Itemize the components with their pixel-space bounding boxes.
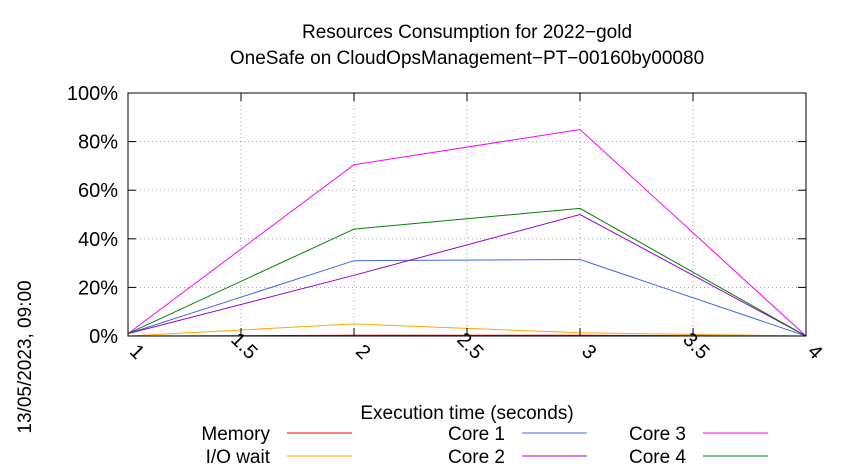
- x-tick-label: 2: [351, 340, 374, 363]
- series-line-core-1: [127, 258, 807, 337]
- timestamp-label: 13/05/2023, 09:00: [15, 280, 36, 433]
- chart-title: Resources Consumption for 2022−gold: [302, 22, 632, 43]
- legend-label-core-1: Core 1: [448, 424, 505, 445]
- y-tick-label: 60%: [78, 180, 118, 202]
- x-tick-label: 3: [577, 340, 600, 363]
- y-tick-label: 100%: [67, 83, 118, 105]
- legend-label-i-o-wait: I/O wait: [206, 447, 271, 468]
- x-tick-label: 2.5: [452, 329, 487, 364]
- x-tick-label: 1: [125, 340, 148, 363]
- y-tick-label: 20%: [78, 277, 118, 299]
- legend-label-core-4: Core 4: [629, 447, 686, 468]
- series-line-core-4: [127, 207, 807, 337]
- x-tick-label: 1.5: [226, 329, 261, 364]
- x-axis-label: Execution time (seconds): [360, 403, 573, 424]
- y-tick-label: 0%: [89, 326, 118, 348]
- series-line-core-2: [127, 213, 807, 337]
- y-tick-label: 80%: [78, 132, 118, 154]
- y-tick-label: 40%: [78, 229, 118, 251]
- legend-label-memory: Memory: [201, 424, 270, 445]
- chart-subtitle: OneSafe on CloudOpsManagement−PT−00160by…: [230, 48, 704, 69]
- tick-layer: 0%20%40%60%80%100%1 1.5 2 2.5 3 3.5 4: [67, 83, 827, 364]
- legend-label-core-3: Core 3: [629, 424, 686, 445]
- legend-label-core-2: Core 2: [448, 447, 505, 468]
- grid-layer: [127, 92, 807, 337]
- series-line-core-3: [127, 128, 807, 337]
- x-tick-label: 4: [803, 340, 826, 363]
